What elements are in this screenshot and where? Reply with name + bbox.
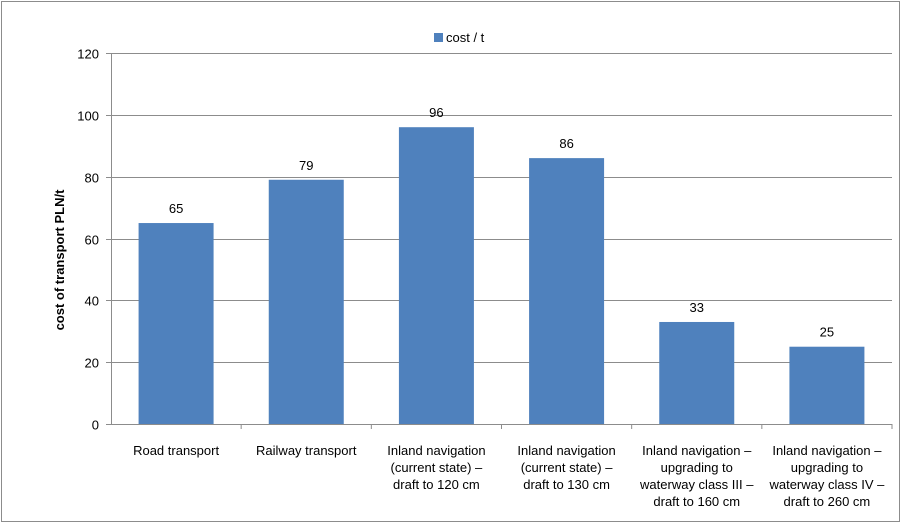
category-label-line: Road transport xyxy=(133,443,219,458)
data-labels: 65 79 96 86 33 25 xyxy=(169,105,834,340)
category-label-line: Inland navigation – xyxy=(642,443,752,458)
data-label: 79 xyxy=(299,158,313,173)
legend-swatch xyxy=(434,33,443,42)
category-label-line: Inland navigation xyxy=(387,443,485,458)
category-label-line: draft to 130 cm xyxy=(523,477,610,492)
legend-label: cost / t xyxy=(446,30,485,45)
bar xyxy=(268,179,344,424)
y-tick-label: 120 xyxy=(77,47,99,62)
category-label: Inland navigation (current state) – draft … xyxy=(387,443,485,492)
category-label: Inland navigation (current state) – draft … xyxy=(517,443,615,492)
category-label-line: Inland navigation xyxy=(517,443,615,458)
data-label: 86 xyxy=(559,136,573,151)
category-label-line: Inland navigation – xyxy=(772,443,882,458)
category-label-line: upgrading to xyxy=(661,460,733,475)
y-tick-label: 80 xyxy=(85,171,99,186)
category-label-line: waterway class IV – xyxy=(768,477,885,492)
gridlines xyxy=(111,53,892,363)
data-label: 33 xyxy=(690,300,704,315)
bar xyxy=(398,127,474,424)
category-label: Inland navigation – upgrading to waterway … xyxy=(768,443,885,509)
data-label: 65 xyxy=(169,201,183,216)
y-tick-label: 60 xyxy=(85,233,99,248)
y-tick-label: 40 xyxy=(85,294,99,309)
category-label-line: draft to 260 cm xyxy=(784,494,871,509)
axes: 0 20 40 60 80 100 120 xyxy=(77,47,893,433)
category-label: Railway transport xyxy=(256,443,357,458)
y-tick-label: 0 xyxy=(92,418,99,433)
bar xyxy=(529,158,605,424)
category-label-line: draft to 160 cm xyxy=(653,494,740,509)
data-label: 25 xyxy=(820,325,834,340)
category-label-line: waterway class III – xyxy=(639,477,754,492)
y-tick-label: 20 xyxy=(85,356,99,371)
category-label: Road transport xyxy=(133,443,219,458)
category-label-line: Railway transport xyxy=(256,443,357,458)
bar xyxy=(659,321,735,424)
category-label-line: (current state) – xyxy=(521,460,614,475)
category-labels: Road transport Railway transport Inland na… xyxy=(133,443,885,509)
data-label: 96 xyxy=(429,105,443,120)
legend: cost / t xyxy=(434,30,485,45)
bar xyxy=(789,346,865,424)
y-axis-title: cost of transport PLN/t xyxy=(52,189,67,331)
bars xyxy=(138,127,865,424)
category-label-line: upgrading to xyxy=(791,460,863,475)
category-label-line: (current state) – xyxy=(391,460,484,475)
bar xyxy=(138,223,214,424)
category-label-line: draft to 120 cm xyxy=(393,477,480,492)
category-label: Inland navigation – upgrading to waterway … xyxy=(639,443,754,509)
y-tick-label: 100 xyxy=(77,109,99,124)
